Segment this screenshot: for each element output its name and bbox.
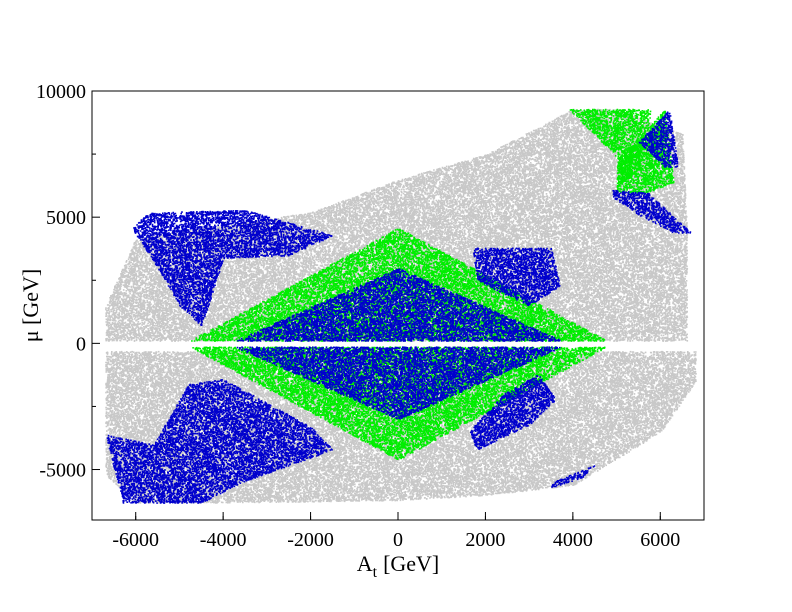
x-axis-title: At [GeV] bbox=[357, 551, 440, 581]
x-tick-label: -4000 bbox=[200, 529, 247, 551]
y-tick-label: 5000 bbox=[46, 207, 86, 229]
y-tick-label: -5000 bbox=[39, 460, 86, 482]
x-tick-label: 2000 bbox=[465, 529, 505, 551]
x-axis-title-subscript: t bbox=[373, 564, 378, 581]
data-points-layer bbox=[105, 108, 697, 504]
x-tick-label: 6000 bbox=[640, 529, 680, 551]
y-tick-label: 0 bbox=[76, 333, 86, 355]
x-tick-label: 4000 bbox=[553, 529, 593, 551]
scatter-series-2 bbox=[106, 111, 692, 504]
y-axis-title: μ [GeV] bbox=[18, 269, 43, 343]
scatter-points-2 bbox=[106, 111, 692, 504]
ticks-layer: -6000 -4000 -2000 0 2000 4000 6000 -5000 0 5000 10… bbox=[36, 81, 680, 551]
x-tick-label: 0 bbox=[393, 529, 403, 551]
x-axis-title-unit: [GeV] bbox=[383, 551, 439, 576]
x-axis-title-main: A bbox=[357, 551, 373, 576]
y-tick-label: 10000 bbox=[36, 81, 86, 103]
x-tick-label: -2000 bbox=[287, 529, 334, 551]
x-tick-label: -6000 bbox=[112, 529, 159, 551]
